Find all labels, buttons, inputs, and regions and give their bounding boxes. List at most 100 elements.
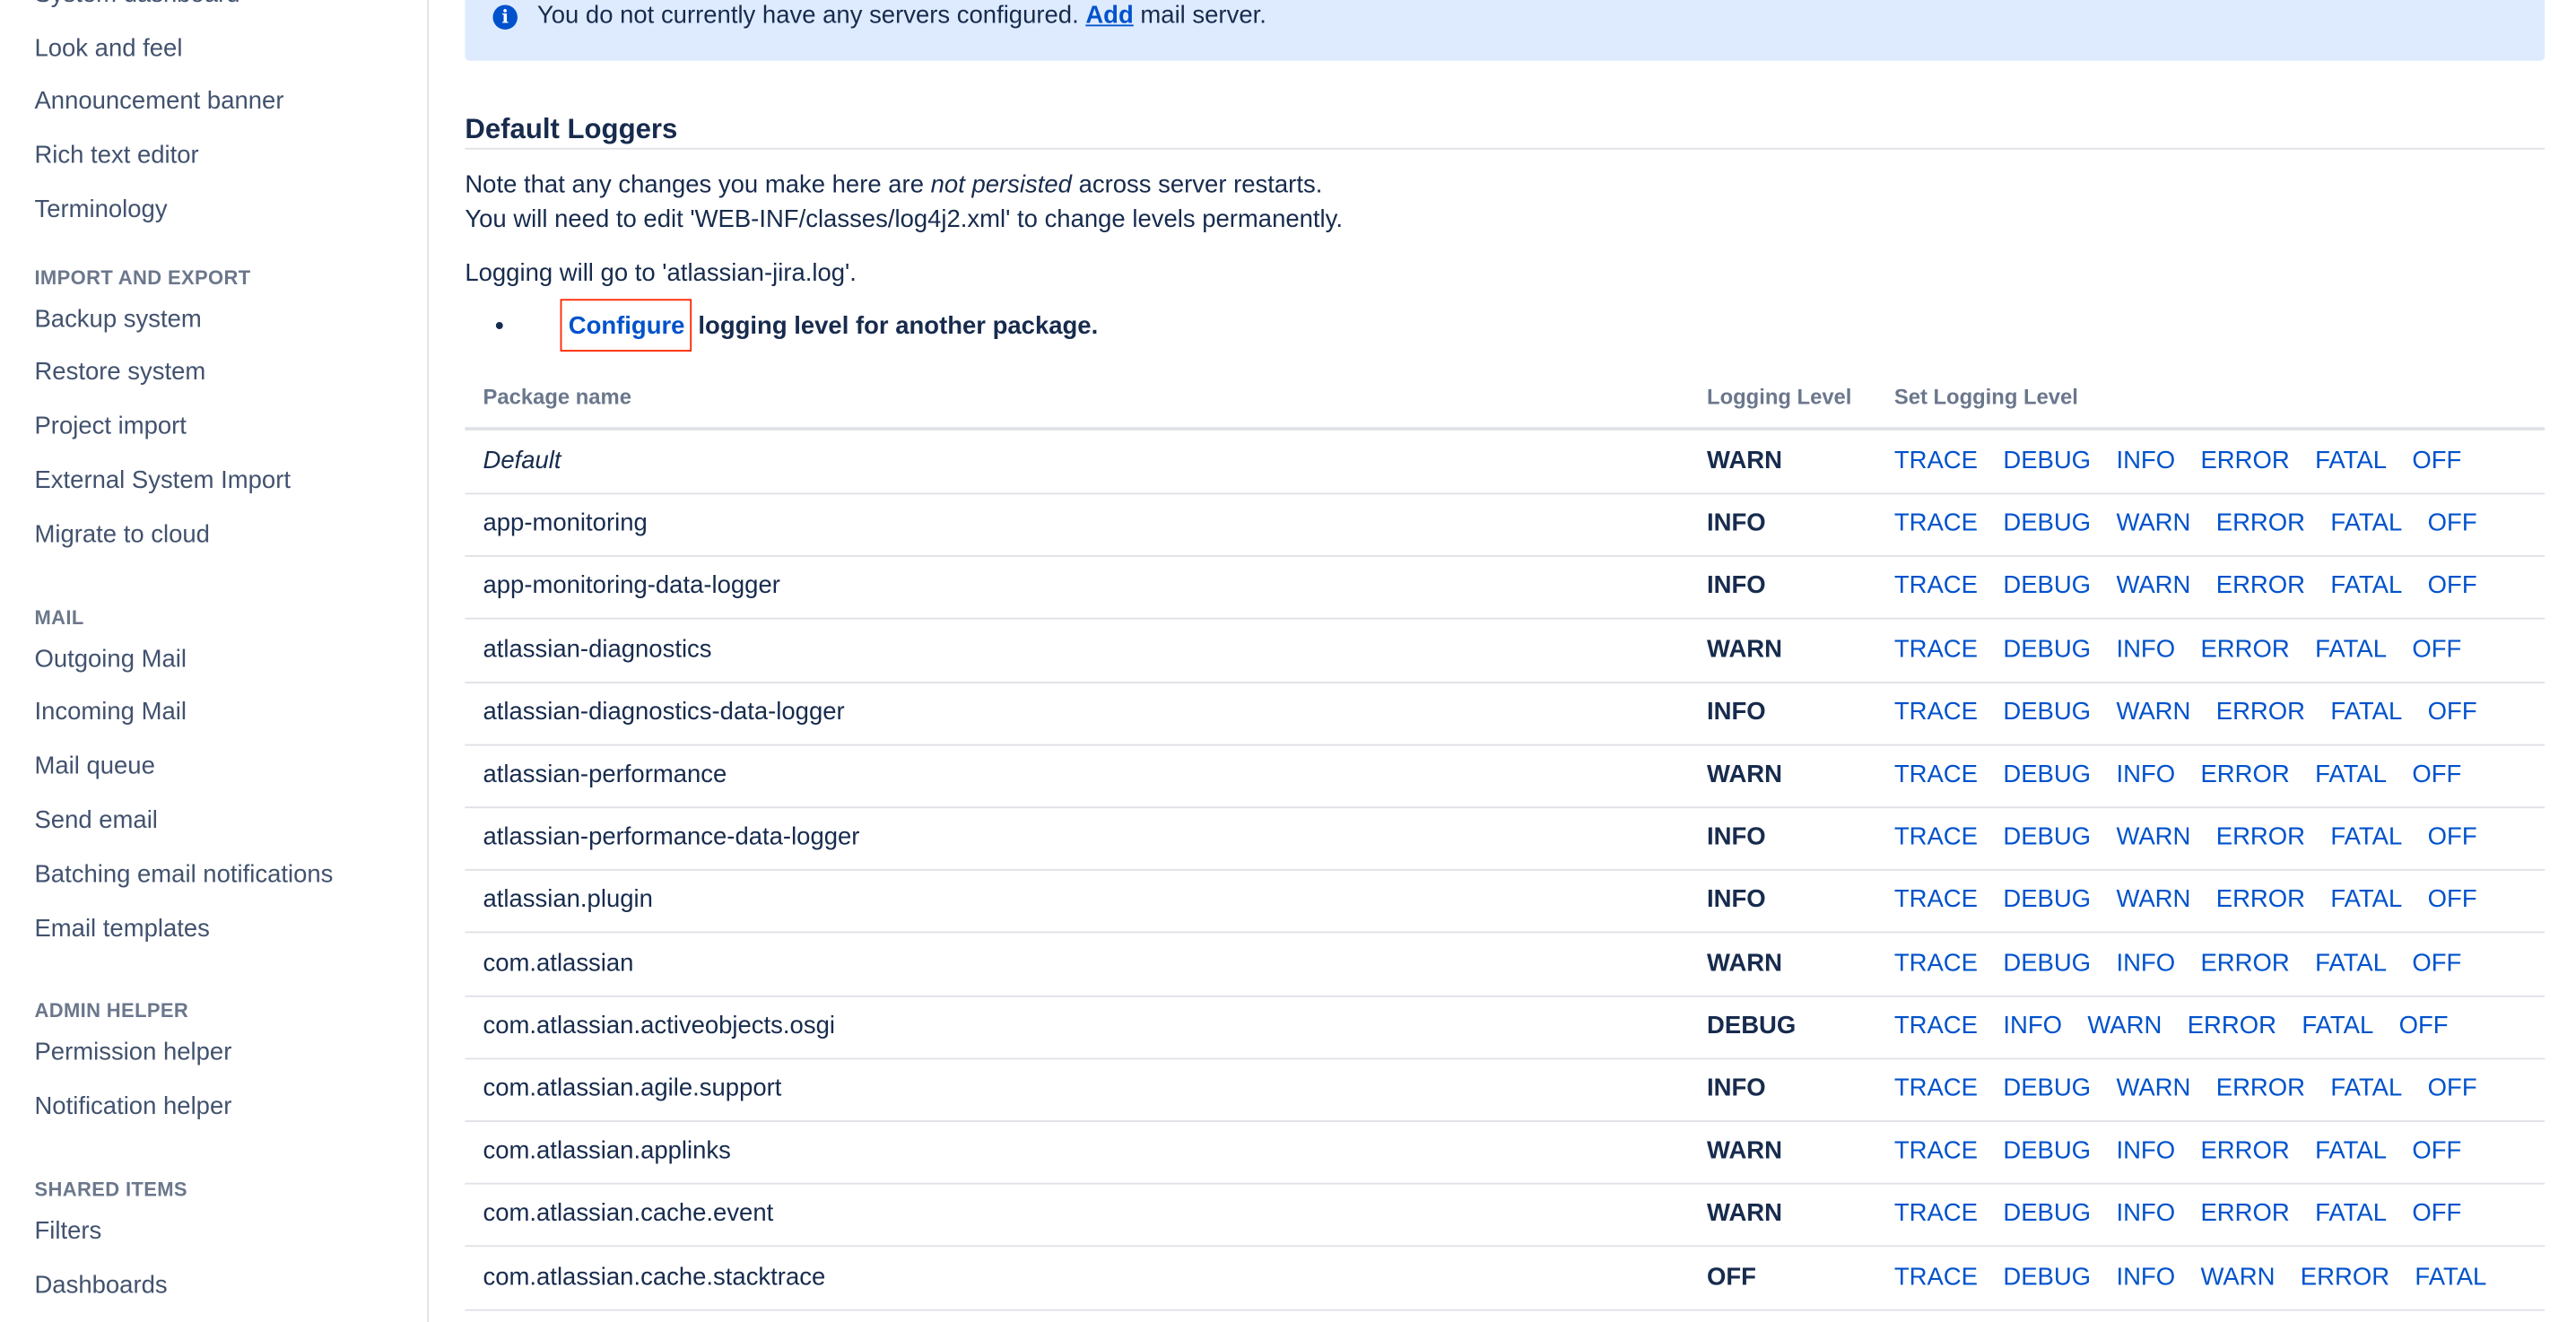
set-level-fatal-link[interactable]: FATAL [2330,822,2403,852]
sidebar-item[interactable]: Project import [34,412,187,441]
sidebar-item[interactable]: Backup system [34,304,202,333]
sidebar-item[interactable]: External System Import [34,465,291,495]
set-level-warn-link[interactable]: WARN [2116,509,2191,538]
set-level-off-link[interactable]: OFF [2398,1011,2449,1040]
set-level-info-link[interactable]: INFO [2116,635,2176,664]
set-level-trace-link[interactable]: TRACE [1893,1199,1978,1228]
sidebar-item[interactable]: Rich text editor [34,141,199,170]
set-level-warn-link[interactable]: WARN [2116,885,2191,915]
add-mail-server-link[interactable]: Add [1085,1,1134,30]
set-level-debug-link[interactable]: DEBUG [2003,572,2092,601]
set-level-fatal-link[interactable]: FATAL [2315,1199,2387,1228]
set-level-error-link[interactable]: ERROR [2215,885,2305,915]
set-level-fatal-link[interactable]: FATAL [2315,948,2387,978]
set-level-warn-link[interactable]: WARN [2116,572,2191,601]
set-level-fatal-link[interactable]: FATAL [2330,885,2403,915]
sidebar-item[interactable]: Announcement banner [34,87,284,116]
set-level-info-link[interactable]: INFO [2116,1262,2176,1291]
set-level-warn-link[interactable]: WARN [2116,822,2191,852]
set-level-trace-link[interactable]: TRACE [1893,447,1978,475]
set-level-error-link[interactable]: ERROR [2215,572,2305,601]
set-level-off-link[interactable]: OFF [2412,1199,2462,1228]
set-level-off-link[interactable]: OFF [2427,572,2477,601]
sidebar-item[interactable]: Notification helper [34,1092,232,1121]
set-level-debug-link[interactable]: DEBUG [2003,948,2092,978]
set-level-debug-link[interactable]: DEBUG [2003,1136,2092,1165]
sidebar-item[interactable]: Email templates [34,914,210,943]
sidebar-item[interactable]: Restore system [34,358,206,387]
set-level-off-link[interactable]: OFF [2412,761,2462,789]
set-level-debug-link[interactable]: DEBUG [2003,1199,2092,1228]
set-level-info-link[interactable]: INFO [2003,1011,2063,1040]
set-level-fatal-link[interactable]: FATAL [2415,1262,2487,1291]
set-level-trace-link[interactable]: TRACE [1893,1011,1978,1040]
set-level-trace-link[interactable]: TRACE [1893,698,1978,726]
set-level-info-link[interactable]: INFO [2116,447,2176,475]
set-level-trace-link[interactable]: TRACE [1893,509,1978,538]
set-level-debug-link[interactable]: DEBUG [2003,761,2092,789]
set-level-off-link[interactable]: OFF [2412,1136,2462,1165]
sidebar-item[interactable]: Terminology [34,195,168,223]
set-level-error-link[interactable]: ERROR [2215,698,2305,726]
set-level-off-link[interactable]: OFF [2427,822,2477,852]
set-level-fatal-link[interactable]: FATAL [2302,1011,2374,1040]
sidebar-item[interactable]: Look and feel [34,33,183,63]
set-level-fatal-link[interactable]: FATAL [2315,447,2387,475]
set-level-debug-link[interactable]: DEBUG [2003,698,2092,726]
sidebar-item[interactable]: Outgoing Mail [34,644,187,674]
set-level-off-link[interactable]: OFF [2427,509,2477,538]
set-level-error-link[interactable]: ERROR [2200,948,2290,978]
configure-link[interactable]: Configure [560,299,692,352]
sidebar-item[interactable]: Send email [34,806,158,835]
set-level-off-link[interactable]: OFF [2427,698,2477,726]
sidebar-item[interactable]: System dashboard [34,0,239,8]
set-level-warn-link[interactable]: WARN [2200,1262,2276,1291]
set-level-warn-link[interactable]: WARN [2116,1074,2191,1103]
set-level-fatal-link[interactable]: FATAL [2315,761,2387,789]
sidebar-item[interactable]: Migrate to cloud [34,520,210,549]
set-level-debug-link[interactable]: DEBUG [2003,822,2092,852]
set-level-trace-link[interactable]: TRACE [1893,822,1978,852]
set-level-trace-link[interactable]: TRACE [1893,572,1978,601]
set-level-info-link[interactable]: INFO [2116,948,2176,978]
set-level-off-link[interactable]: OFF [2412,635,2462,664]
set-level-debug-link[interactable]: DEBUG [2003,509,2092,538]
set-level-error-link[interactable]: ERROR [2300,1262,2390,1291]
set-level-error-link[interactable]: ERROR [2200,635,2290,664]
set-level-debug-link[interactable]: DEBUG [2003,1074,2092,1103]
sidebar-item[interactable]: Batching email notifications [34,860,334,889]
set-level-fatal-link[interactable]: FATAL [2330,509,2403,538]
sidebar-item[interactable]: Incoming Mail [34,698,187,727]
set-level-error-link[interactable]: ERROR [2215,822,2305,852]
set-level-error-link[interactable]: ERROR [2200,761,2290,789]
set-level-trace-link[interactable]: TRACE [1893,1262,1978,1291]
sidebar-item[interactable]: Permission helper [34,1039,232,1067]
set-level-error-link[interactable]: ERROR [2187,1011,2276,1040]
set-level-warn-link[interactable]: WARN [2116,698,2191,726]
sidebar-item[interactable]: Dashboards [34,1271,168,1300]
set-level-debug-link[interactable]: DEBUG [2003,1262,2092,1291]
set-level-debug-link[interactable]: DEBUG [2003,635,2092,664]
set-level-fatal-link[interactable]: FATAL [2315,1136,2387,1165]
set-level-error-link[interactable]: ERROR [2200,447,2290,475]
set-level-error-link[interactable]: ERROR [2215,1074,2305,1103]
sidebar-item[interactable]: Mail queue [34,752,155,781]
set-level-off-link[interactable]: OFF [2427,885,2477,915]
set-level-trace-link[interactable]: TRACE [1893,761,1978,789]
set-level-trace-link[interactable]: TRACE [1893,1136,1978,1165]
set-level-off-link[interactable]: OFF [2427,1074,2477,1103]
set-level-fatal-link[interactable]: FATAL [2330,572,2403,601]
set-level-info-link[interactable]: INFO [2116,761,2176,789]
set-level-warn-link[interactable]: WARN [2087,1011,2163,1040]
set-level-info-link[interactable]: INFO [2116,1199,2176,1228]
set-level-fatal-link[interactable]: FATAL [2330,698,2403,726]
set-level-trace-link[interactable]: TRACE [1893,635,1978,664]
sidebar-item[interactable]: Filters [34,1217,102,1246]
set-level-trace-link[interactable]: TRACE [1893,948,1978,978]
set-level-debug-link[interactable]: DEBUG [2003,885,2092,915]
set-level-fatal-link[interactable]: FATAL [2315,635,2387,664]
set-level-info-link[interactable]: INFO [2116,1136,2176,1165]
set-level-trace-link[interactable]: TRACE [1893,885,1978,915]
set-level-error-link[interactable]: ERROR [2200,1199,2290,1228]
set-level-error-link[interactable]: ERROR [2200,1136,2290,1165]
